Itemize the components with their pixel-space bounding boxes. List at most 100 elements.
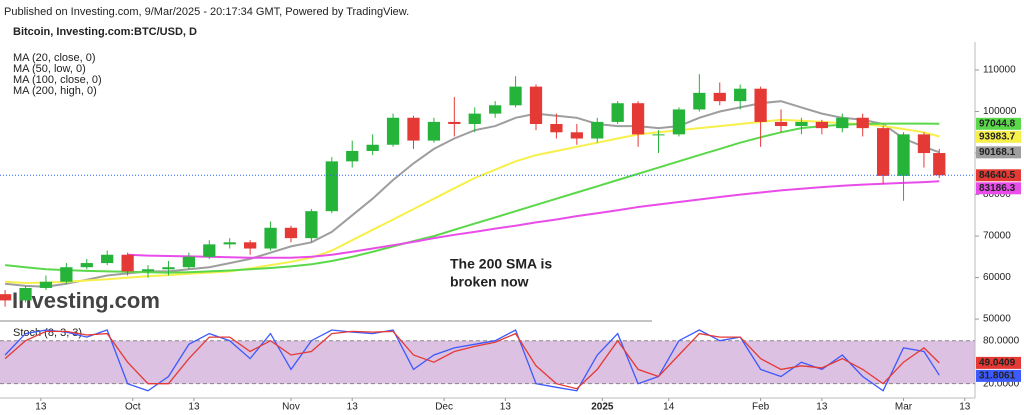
candle-body [223,242,236,245]
x-tick-label: 2025 [591,402,614,413]
y-tick-label: 70000 [983,231,1011,242]
candle-body [509,86,522,106]
price-label: 31.8061 [979,371,1016,382]
x-tick-label: Feb [752,402,770,413]
candle-body [529,86,543,124]
legend-entry: MA (100, close, 0) [13,74,102,86]
candle-body [836,117,849,129]
candle-body [550,123,563,133]
annotation: The 200 SMA is [450,256,552,272]
price-label-box [976,146,1021,159]
price-label-box [976,356,1021,369]
price-label: 90168.1 [979,147,1016,158]
legend-entry: MA (50, low, 0) [13,63,86,75]
candle-body [876,128,890,176]
candle-body [713,92,726,102]
candle-body [933,153,946,176]
candle-body [693,92,706,110]
y-tick-label: 60000 [983,272,1011,283]
legend-entry: MA (200, high, 0) [13,85,97,97]
candle-body [284,227,298,239]
stoch-line [4,330,940,390]
price-label: 49.0409 [979,358,1016,369]
candle-body [0,294,12,301]
y-tick-label: 50000 [983,314,1011,325]
price-label: 93983.7 [979,131,1016,142]
x-tick-label: Mar [895,402,913,413]
x-tick-label: Nov [282,402,300,413]
price-label-box [976,369,1021,382]
x-tick-label: 13 [500,402,512,413]
candle-body [39,281,53,288]
x-tick-label: 13 [816,402,828,413]
candle-body [80,263,93,268]
candle-body [325,161,338,212]
candle-body [101,254,114,264]
candle-body [774,121,788,127]
candle-body [734,88,747,102]
y-tick-label: 80000 [983,189,1011,200]
candle-body [897,134,910,176]
candle-body [19,287,32,301]
candle-body [468,113,481,124]
candle-body [448,121,461,124]
watermark: Investing.com [12,288,160,313]
x-tick-label: Dec [435,402,453,413]
y-tick-label: 80.0000 [983,335,1020,346]
price-label: 97044.8 [979,118,1016,129]
candle-body [754,88,767,122]
candle-body [591,121,604,139]
candle-body [631,103,645,135]
candle-body [407,117,420,141]
candle-body [795,121,808,127]
x-tick-label: Oct [125,402,141,413]
candle-body [917,134,931,154]
stoch-pane [0,340,975,384]
moving-average [4,122,940,274]
candle-body [203,244,216,257]
candle-body [141,269,155,272]
candle-body [815,121,828,129]
stoch-title: Stoch (8, 3, 3) [13,327,82,339]
candle-body [489,105,502,114]
stoch-band [0,340,975,384]
candle-body [652,134,665,136]
x-tick-label: 13 [188,402,200,413]
candle-body [611,103,624,122]
stoch-line [4,329,940,392]
price-label-box [976,182,1021,195]
price-label-box [976,117,1021,130]
y-tick-label: 100000 [983,106,1017,117]
candle-body [856,117,869,129]
x-tick-label: 13 [347,402,359,413]
price-label-box [976,130,1021,143]
price-label: 83186.3 [979,183,1016,194]
candle-body [162,267,175,270]
x-tick-label: 14 [663,402,675,413]
candle-body [121,254,134,272]
candle-body [305,211,318,239]
candle-body [570,132,583,139]
candle-body [264,227,277,249]
annotation: broken now [450,274,529,290]
candle-body [346,150,359,162]
candle-body [672,109,686,135]
candle-body [427,121,441,141]
candle-body [244,242,257,249]
moving-average [5,118,940,285]
candle-body [182,256,195,268]
y-tick-label: 20.0000 [983,378,1020,389]
price-label: 84640.5 [979,170,1016,181]
moving-average [127,180,940,259]
x-tick-label: 13 [35,402,47,413]
x-tick-label: 13 [959,402,971,413]
candle-body [386,117,400,145]
y-tick-label: 110000 [983,65,1016,76]
candle-body [366,144,379,151]
candle-body [60,267,73,282]
header: Published on Investing.com, 9/Mar/2025 -… [4,6,409,18]
chart-title: Bitcoin, Investing.com:BTC/USD, D [13,26,197,38]
legend-entry: MA (20, close, 0) [13,52,96,64]
price-label-box [976,169,1021,182]
